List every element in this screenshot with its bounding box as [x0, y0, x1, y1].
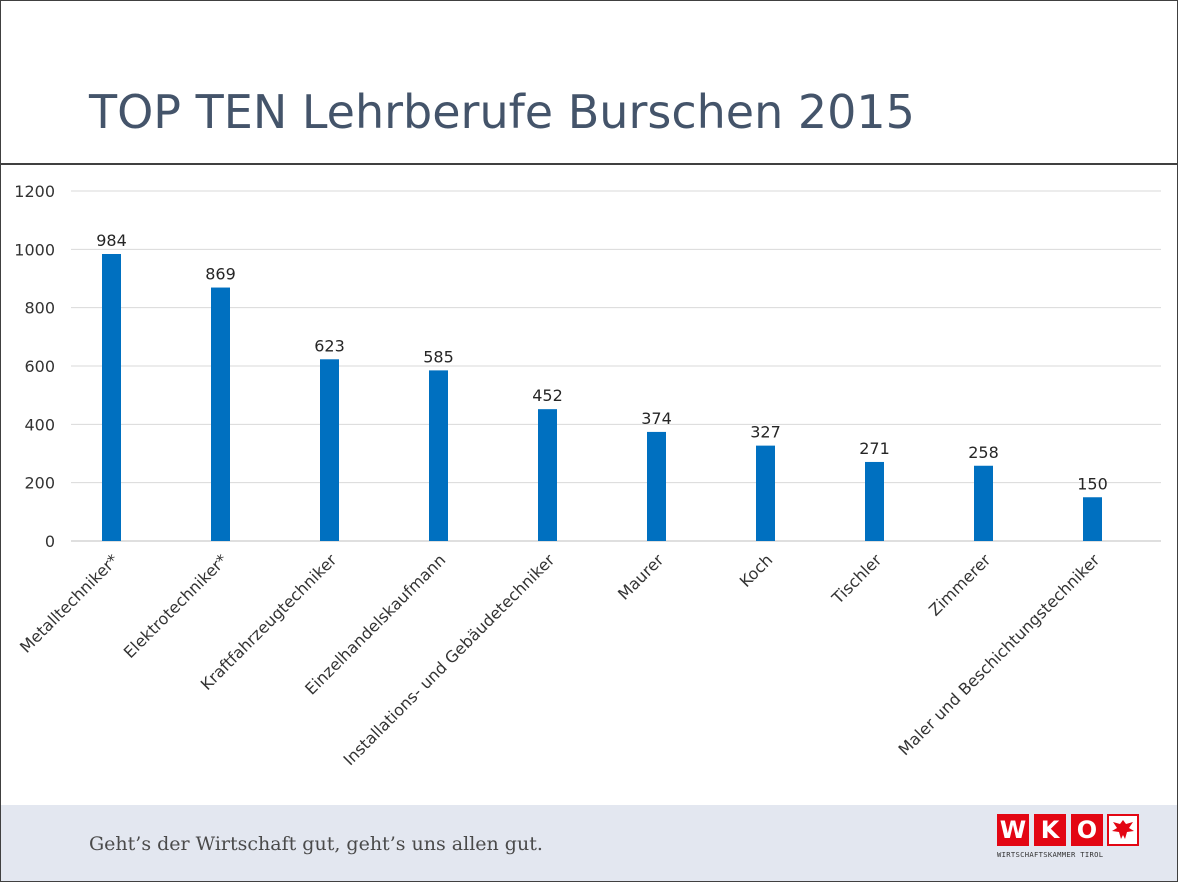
- bar: [429, 370, 448, 541]
- x-tick-label: Elektrotechniker*: [120, 550, 232, 662]
- slide-title: TOP TEN Lehrberufe Burschen 2015: [89, 85, 915, 139]
- y-tick-label: 1200: [14, 182, 55, 201]
- x-tick-label: Zimmerer: [925, 550, 995, 620]
- x-tick-label: Maurer: [614, 550, 668, 604]
- x-tick-label: Metalltechniker*: [16, 550, 122, 656]
- y-tick-label: 1000: [14, 240, 55, 259]
- x-tick-label: Koch: [736, 550, 777, 591]
- logo-letter-w: W: [997, 814, 1029, 846]
- data-label: 585: [423, 347, 454, 366]
- bar: [211, 287, 230, 541]
- data-label: 150: [1077, 474, 1108, 493]
- data-label: 452: [532, 386, 563, 405]
- x-tick-label: Installations- und Gebäudetechniker: [340, 550, 559, 769]
- x-tick-label: Maler und Beschichtungstechniker: [894, 550, 1103, 759]
- y-tick-label: 200: [24, 474, 55, 493]
- data-label: 258: [968, 443, 999, 462]
- data-label: 374: [641, 409, 672, 428]
- title-divider: [1, 163, 1177, 165]
- bar: [538, 409, 557, 541]
- bar: [102, 254, 121, 541]
- y-tick-label: 400: [24, 415, 55, 434]
- y-tick-label: 800: [24, 299, 55, 318]
- bar: [756, 445, 775, 541]
- y-tick-label: 0: [45, 532, 55, 551]
- y-tick-label: 600: [24, 357, 55, 376]
- bar: [320, 359, 339, 541]
- tyrolean-eagle-icon: [1107, 814, 1139, 846]
- data-label: 327: [750, 423, 781, 442]
- footer-bar: Geht’s der Wirtschaft gut, geht’s uns al…: [1, 805, 1177, 881]
- bar: [974, 465, 993, 541]
- bar: [647, 431, 666, 541]
- wko-logo: W K O WIRTSCHAFTSKAMMER TIROL: [997, 814, 1143, 864]
- x-tick-label: Tischler: [827, 550, 885, 608]
- data-label: 869: [205, 265, 236, 284]
- bar: [1083, 497, 1102, 541]
- data-label: 623: [314, 336, 345, 355]
- data-label: 984: [96, 231, 127, 250]
- footer-slogan: Geht’s der Wirtschaft gut, geht’s uns al…: [89, 833, 543, 855]
- bar-chart: 0 200 400 600 800 1000 1200 984 Metalltechniker*…: [14, 182, 1161, 769]
- logo-letter-o: O: [1071, 814, 1103, 846]
- logo-letter-k: K: [1034, 814, 1066, 846]
- logo-subtitle: WIRTSCHAFTSKAMMER TIROL: [997, 850, 1104, 859]
- bar: [865, 461, 884, 541]
- data-label: 271: [859, 439, 890, 458]
